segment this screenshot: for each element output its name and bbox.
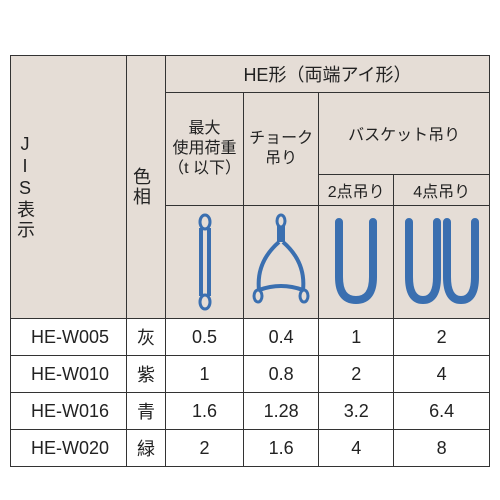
code-cell: HE-W016 — [11, 393, 127, 430]
b2-cell: 2 — [319, 356, 394, 393]
basket-4pt-header: 4点吊り — [394, 174, 490, 206]
choker-cell: 1.28 — [244, 393, 319, 430]
code-cell: HE-W005 — [11, 319, 127, 356]
b2-cell: 4 — [319, 430, 394, 467]
basket-2pt-header: 2点吊り — [319, 174, 394, 206]
page: JIS表示 色相 HE形（両端アイ形） 最大 使用荷重 （t 以下） チョーク … — [0, 0, 500, 500]
max-cell: 2 — [166, 430, 244, 467]
b4-cell: 6.4 — [394, 393, 490, 430]
code-cell: HE-W020 — [11, 430, 127, 467]
color-cell: 緑 — [127, 430, 166, 467]
jis-label: JIS表示 — [12, 134, 38, 240]
max-cell: 1.6 — [166, 393, 244, 430]
b4-cell: 2 — [394, 319, 490, 356]
b2-cell: 1 — [319, 319, 394, 356]
vertical-sling-icon — [166, 206, 244, 319]
choker-cell: 0.4 — [244, 319, 319, 356]
spec-table: JIS表示 色相 HE形（両端アイ形） 最大 使用荷重 （t 以下） チョーク … — [10, 55, 490, 467]
color-cell: 紫 — [127, 356, 166, 393]
choker-l1: チョーク — [245, 129, 317, 149]
color-hue-header: 色相 — [127, 56, 166, 319]
max-load-header: 最大 使用荷重 （t 以下） — [166, 93, 244, 206]
choker-cell: 1.6 — [244, 430, 319, 467]
max-load-l2: 使用荷重 — [167, 139, 242, 159]
choker-cell: 0.8 — [244, 356, 319, 393]
choker-l2: 吊り — [245, 149, 317, 169]
color-cell: 青 — [127, 393, 166, 430]
basket-2pt-icon — [319, 206, 394, 319]
shape-header: HE形（両端アイ形） — [166, 56, 490, 93]
jis-header: JIS表示 — [11, 56, 127, 319]
b2-cell: 3.2 — [319, 393, 394, 430]
color-cell: 灰 — [127, 319, 166, 356]
table-row: HE-W010 紫 1 0.8 2 4 — [11, 356, 490, 393]
b4-cell: 8 — [394, 430, 490, 467]
color-hue-label: 色相 — [128, 167, 154, 207]
code-cell: HE-W010 — [11, 356, 127, 393]
max-load-l3: （t 以下） — [167, 159, 242, 179]
max-load-l1: 最大 — [167, 119, 242, 139]
max-cell: 1 — [166, 356, 244, 393]
b4-cell: 4 — [394, 356, 490, 393]
choker-header: チョーク 吊り — [244, 93, 319, 206]
choker-sling-icon — [244, 206, 319, 319]
table-row: HE-W016 青 1.6 1.28 3.2 6.4 — [11, 393, 490, 430]
max-cell: 0.5 — [166, 319, 244, 356]
table-row: HE-W005 灰 0.5 0.4 1 2 — [11, 319, 490, 356]
basket-4pt-icon — [394, 206, 490, 319]
basket-header: バスケット吊り — [319, 93, 490, 175]
table-row: HE-W020 緑 2 1.6 4 8 — [11, 430, 490, 467]
